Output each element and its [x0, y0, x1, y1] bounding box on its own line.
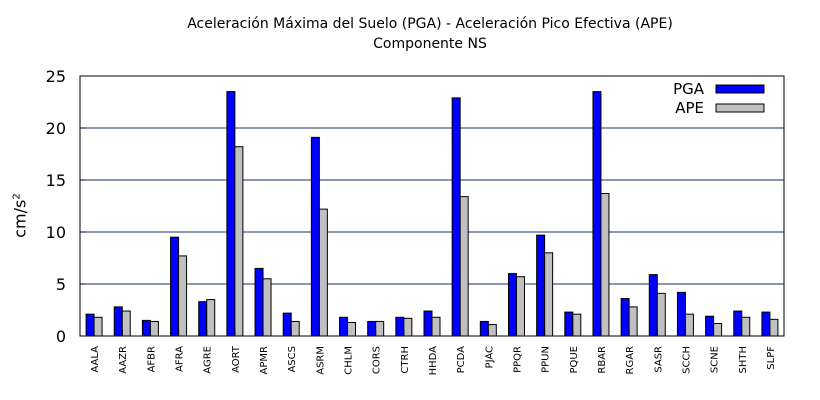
bar-pga-sasr [648, 274, 658, 337]
bar-ape-scne [713, 323, 723, 337]
bar-pga-rgar [620, 298, 630, 337]
bar-pga-pjac [479, 320, 489, 337]
legend-swatch-pga [715, 84, 765, 94]
bar-ape-aala [93, 316, 103, 337]
bar-ape-shth [741, 316, 751, 337]
bar-pga-hhda [423, 310, 433, 337]
bar-ape-cors [375, 320, 385, 337]
bar-ape-rgar [628, 306, 638, 337]
bar-pga-scne [705, 315, 715, 337]
x-tick-label: SCCH [681, 346, 692, 374]
x-tick-label: PCDA [456, 346, 467, 374]
x-tick-label: AALA [90, 346, 101, 373]
x-tick-label: ASRM [315, 346, 326, 375]
x-tick-label: CORS [372, 346, 383, 374]
bar-pga-cors [367, 320, 377, 337]
x-tick-label: AORT [231, 345, 242, 373]
x-tick-label: PJAC [484, 346, 495, 368]
x-tick-label: SLPF [766, 346, 777, 370]
bar-pga-aort [226, 91, 236, 337]
bar-pga-scch [676, 291, 686, 337]
bar-pga-ascs [282, 312, 292, 337]
bar-ape-agre [206, 299, 216, 337]
bar-pga-aala [85, 313, 95, 337]
x-tick-label: PPUN [541, 346, 552, 373]
chart-subtitle: Componente NS [373, 36, 487, 52]
y-tick-label: 25 [46, 67, 66, 86]
bar-ape-ascs [290, 320, 300, 337]
x-tick-label: AGRE [203, 346, 214, 374]
bar-ape-pcda [459, 196, 469, 337]
y-tick-label: 20 [46, 119, 66, 138]
bar-pga-asrm [310, 136, 320, 337]
bar-pga-afbr [141, 319, 151, 337]
bar-ape-sasr [656, 292, 666, 337]
chart-title: Aceleración Máxima del Suelo (PGA) - Ace… [187, 16, 673, 32]
x-tick-label: HHDA [428, 346, 439, 376]
legend-label-ape: APE [675, 99, 704, 117]
legend-label-pga: PGA [673, 80, 705, 98]
y-tick-label: 0 [56, 327, 66, 346]
bar-ape-pque [572, 313, 582, 337]
x-tick-label: SASR [653, 346, 664, 373]
x-tick-label: AFBR [146, 346, 157, 372]
bar-pga-agre [198, 301, 208, 337]
bar-pga-pque [564, 311, 574, 337]
bar-ape-afra [178, 255, 188, 337]
bar-pga-slpf [761, 311, 771, 337]
x-tick-label: SHTH [738, 346, 749, 374]
bar-ape-apmr [262, 278, 272, 337]
x-tick-label: AAZR [118, 346, 129, 374]
y-tick-label: 15 [46, 171, 66, 190]
x-tick-label: PPQR [512, 346, 523, 373]
bar-pga-pcda [451, 97, 461, 337]
x-tick-label: RBAR [597, 346, 608, 374]
bar-ape-ppun [544, 252, 554, 337]
x-tick-label: RGAR [625, 346, 636, 375]
bar-ape-hhda [431, 316, 441, 337]
bar-ape-slpf [769, 318, 779, 337]
bar-ape-rbar [600, 193, 610, 337]
bar-pga-aazr [113, 306, 123, 337]
bar-ape-ctrh [403, 317, 413, 337]
bar-pga-apmr [254, 267, 264, 337]
x-tick-label: PQUE [569, 346, 580, 374]
bar-pga-chlm [339, 316, 349, 337]
x-tick-label: CHLM [344, 346, 355, 375]
y-tick-label: 10 [46, 223, 66, 242]
x-tick-label: CTRH [400, 346, 411, 374]
x-tick-label: ASCS [287, 346, 298, 373]
x-tick-label: AFRA [175, 346, 186, 372]
bar-pga-shth [733, 310, 743, 337]
bar-pga-ppqr [507, 273, 517, 337]
bar-ape-scch [684, 313, 694, 337]
legend-swatch-ape [715, 103, 765, 113]
bar-pga-ppun [536, 234, 546, 337]
bar-pga-afra [170, 236, 180, 337]
y-tick-label: 5 [56, 275, 66, 294]
bar-ape-aazr [121, 310, 131, 337]
bar-ape-afbr [149, 320, 159, 337]
bar-pga-ctrh [395, 316, 405, 337]
bar-ape-ppqr [515, 276, 525, 337]
bar-ape-aort [234, 146, 244, 337]
x-tick-label: APMR [259, 346, 270, 374]
bar-pga-rbar [592, 91, 602, 337]
x-tick-label: SCNE [710, 346, 721, 373]
bar-ape-chlm [347, 321, 357, 337]
bar-ape-asrm [318, 208, 328, 337]
bar-ape-pjac [487, 324, 497, 337]
